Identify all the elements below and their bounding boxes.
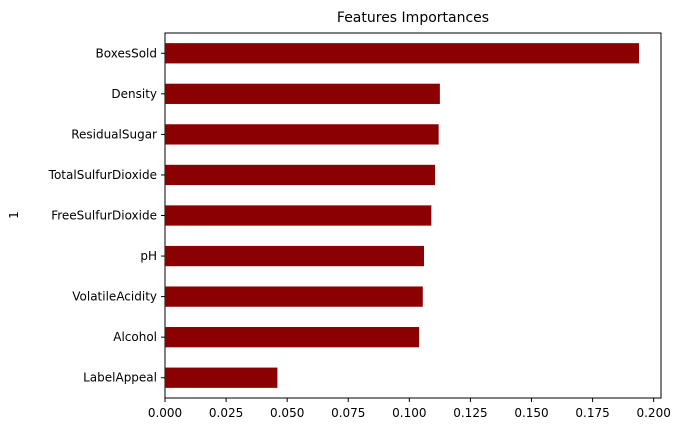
x-tick-label: 0.075 bbox=[331, 406, 365, 420]
bar-Density bbox=[165, 83, 440, 104]
bars bbox=[165, 43, 640, 388]
x-tick-label: 0.125 bbox=[453, 406, 487, 420]
bar-ResidualSugar bbox=[165, 124, 439, 145]
y-tick-label: FreeSulfurDioxide bbox=[51, 209, 157, 223]
bar-pH bbox=[165, 245, 424, 267]
chart-title: Features Importances bbox=[337, 10, 489, 26]
x-axis-ticks: 0.000 0.025 0.050 0.075 0.100 0.125 0.150 0.175… bbox=[148, 398, 671, 420]
x-tick-label: 0.000 bbox=[148, 406, 182, 420]
bar-Alcohol bbox=[165, 327, 420, 348]
bar-TotalSulfurDioxide bbox=[165, 164, 435, 186]
y-tick-label: Density bbox=[111, 87, 157, 101]
bar-FreeSulfurDioxide bbox=[165, 205, 432, 226]
y-tick-label: VolatileAcidity bbox=[72, 290, 157, 304]
y-tick-label: Alcohol bbox=[113, 330, 157, 344]
x-tick-label: 0.200 bbox=[636, 406, 670, 420]
y-tick-label: pH bbox=[140, 249, 157, 263]
y-tick-label: TotalSulfurDioxide bbox=[48, 168, 157, 182]
x-tick-label: 0.150 bbox=[514, 406, 548, 420]
x-tick-label: 0.025 bbox=[209, 406, 243, 420]
y-tick-label: ResidualSugar bbox=[71, 127, 157, 141]
bar-LabelAppeal bbox=[165, 367, 278, 388]
y-tick-label: BoxesSold bbox=[96, 46, 157, 60]
y-axis-label: 1 bbox=[7, 211, 21, 219]
x-tick-label: 0.050 bbox=[270, 406, 304, 420]
y-tick-label: LabelAppeal bbox=[83, 371, 157, 385]
y-axis-ticks: BoxesSold Density ResidualSugar TotalSulfur… bbox=[48, 46, 165, 385]
bar-VolatileAcidity bbox=[165, 286, 423, 307]
x-tick-label: 0.100 bbox=[392, 406, 426, 420]
bar-BoxesSold bbox=[165, 43, 640, 64]
x-tick-label: 0.175 bbox=[575, 406, 609, 420]
